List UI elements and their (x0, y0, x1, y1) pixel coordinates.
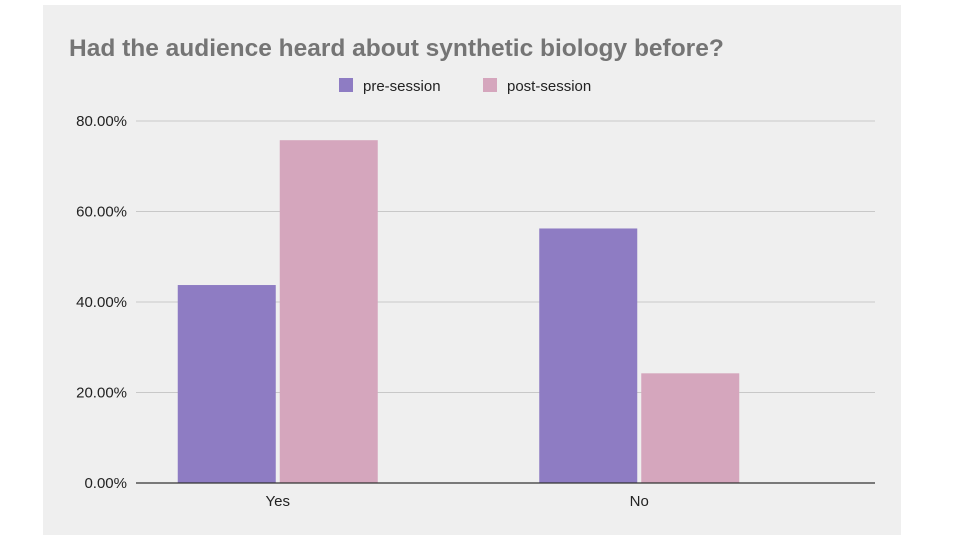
y-tick-label: 0.00% (84, 475, 127, 492)
bars (177, 140, 740, 483)
chart-title: Had the audience heard about synthetic b… (69, 35, 724, 62)
bar-pre-session-no (539, 228, 638, 483)
y-axis-ticks: 0.00% 20.00% 40.00% 60.00% 80.00% (76, 113, 127, 492)
legend: pre-session post-session (339, 78, 591, 95)
bar-pre-session-yes (177, 285, 276, 483)
y-tick-label: 20.00% (76, 385, 127, 402)
legend-label: post-session (507, 78, 591, 95)
bar-post-session-no (641, 373, 740, 483)
bar-chart: Had the audience heard about synthetic b… (69, 35, 875, 510)
legend-label: pre-session (363, 78, 441, 95)
x-axis-ticks: Yes No (266, 493, 649, 510)
bar-post-session-yes (279, 140, 378, 483)
y-tick-label: 60.00% (76, 204, 127, 221)
y-tick-label: 80.00% (76, 113, 127, 130)
chart-panel: Had the audience heard about synthetic b… (43, 5, 901, 535)
legend-swatch (339, 78, 353, 92)
x-tick-label: Yes (266, 493, 290, 510)
legend-swatch (483, 78, 497, 92)
x-tick-label: No (630, 493, 649, 510)
y-tick-label: 40.00% (76, 294, 127, 311)
